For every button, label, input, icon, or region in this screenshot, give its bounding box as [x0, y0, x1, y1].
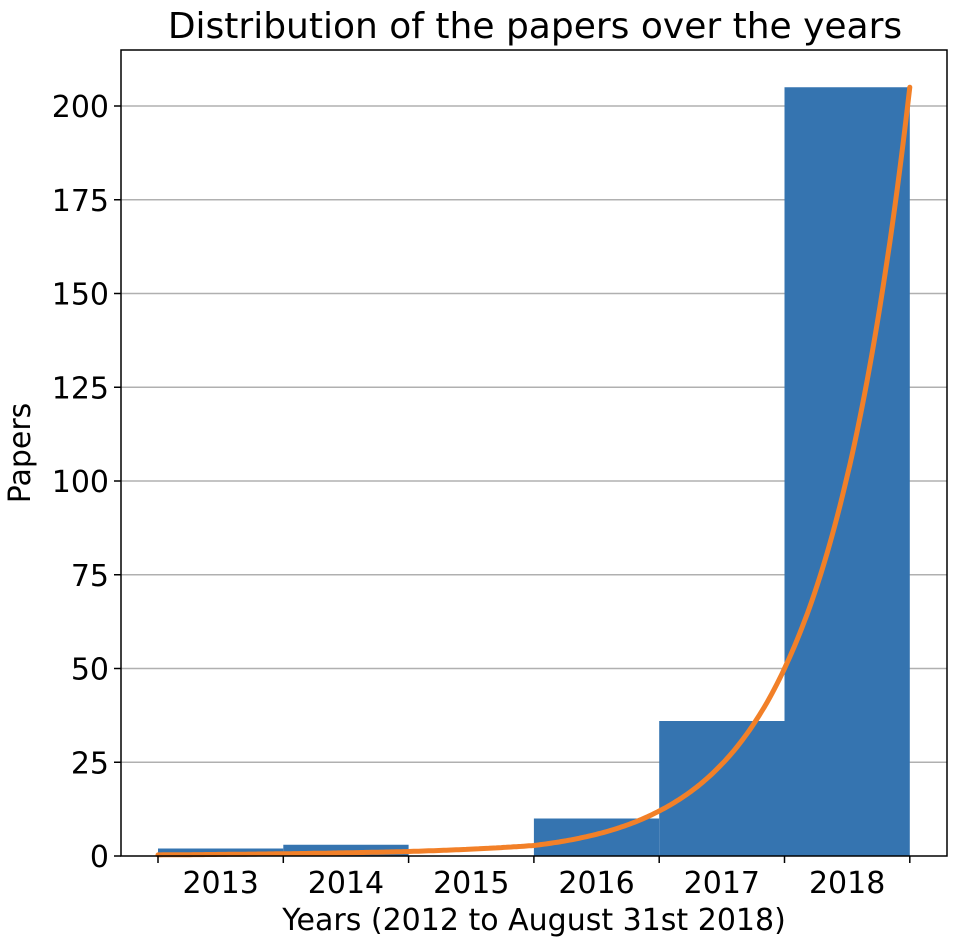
- y-tick-label: 50: [71, 653, 109, 688]
- y-tick-label: 175: [52, 184, 109, 219]
- y-tick-label: 150: [52, 278, 109, 313]
- y-tick-label: 25: [71, 746, 109, 781]
- y-tick-label: 0: [90, 840, 109, 875]
- y-tick-label: 125: [52, 371, 109, 406]
- bars: [158, 87, 910, 856]
- x-tick-label: 2018: [809, 866, 885, 901]
- y-axis-ticks: 0 25 50 75 100 125 150 175 200: [52, 90, 121, 875]
- y-tick-label: 75: [71, 559, 109, 594]
- gridlines: [121, 105, 947, 763]
- y-axis-label: Papers: [3, 403, 38, 504]
- x-tick-label: 2014: [308, 866, 384, 901]
- x-axis-label: Years (2012 to August 31st 2018): [281, 903, 786, 938]
- chart-title: Distribution of the papers over the year…: [168, 6, 902, 47]
- y-tick-label: 100: [52, 465, 109, 500]
- bar-2017: [659, 721, 785, 856]
- bar-2016: [533, 818, 660, 856]
- x-tick-label: 2015: [433, 866, 509, 901]
- y-tick-label: 200: [52, 90, 109, 125]
- x-tick-label: 2013: [182, 866, 258, 901]
- trend-line: [155, 84, 913, 858]
- x-axis-ticks: 2013 2014 2015 2016 2017 2018: [157, 856, 911, 901]
- x-tick-label: 2016: [558, 866, 634, 901]
- x-tick-label: 2017: [684, 866, 760, 901]
